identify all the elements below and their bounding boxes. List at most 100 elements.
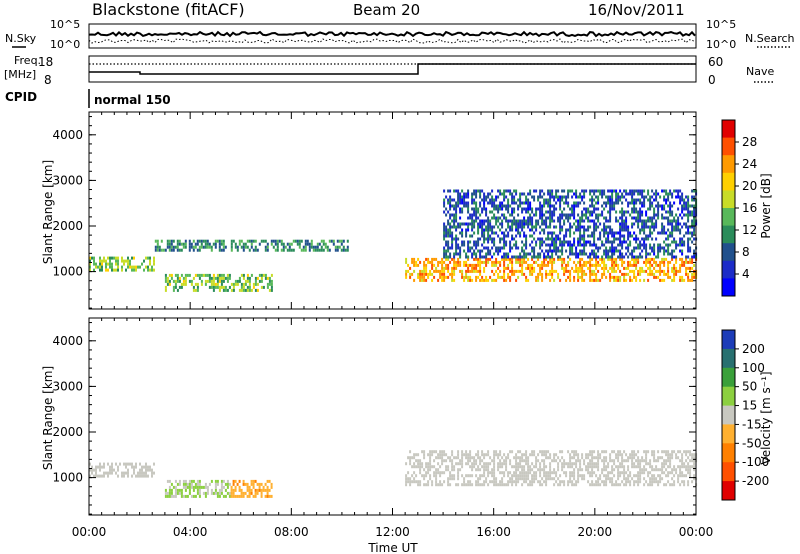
power-echo-cell bbox=[457, 243, 460, 247]
power-echo-cell bbox=[445, 195, 448, 199]
velocity-echo-cell bbox=[521, 456, 524, 460]
velocity-echo-cell bbox=[226, 485, 229, 489]
velocity-echo-cell bbox=[182, 494, 185, 498]
power-echo-cell bbox=[633, 216, 636, 220]
power-echo-cell bbox=[661, 246, 664, 250]
power-echo-cell bbox=[575, 201, 578, 205]
velocity-echo-cell bbox=[671, 456, 674, 460]
power-echo-cell bbox=[553, 278, 556, 282]
power-echo-cell bbox=[595, 260, 598, 264]
power-echo-cell bbox=[687, 246, 690, 250]
velocity-echo-cell bbox=[435, 474, 438, 478]
power-echo-cell bbox=[505, 278, 508, 282]
power-echo-cell bbox=[547, 255, 550, 259]
power-echo-cell bbox=[563, 260, 566, 264]
velocity-echo-cell bbox=[95, 468, 97, 472]
power-echo-cell bbox=[685, 260, 688, 264]
velocity-echo-cell bbox=[127, 471, 129, 475]
velocity-echo-cell bbox=[168, 479, 171, 483]
power-echo-cell bbox=[633, 189, 636, 193]
velocity-echo-cell bbox=[461, 483, 464, 487]
velocity-echo-cell bbox=[553, 477, 556, 481]
power-echo-cell bbox=[531, 240, 534, 244]
power-echo-cell bbox=[467, 201, 470, 205]
velocity-echo-cell bbox=[103, 465, 105, 469]
power-echo-cell bbox=[691, 198, 694, 202]
velocity-echo-cell bbox=[409, 483, 412, 487]
power-echo-cell bbox=[284, 245, 287, 249]
velocity-echo-cell bbox=[569, 453, 572, 457]
power-echo-cell bbox=[649, 272, 652, 276]
power-echo-cell bbox=[657, 204, 660, 208]
power-echo-cell bbox=[605, 252, 608, 256]
velocity-colorbar-label: Velocity [m s⁻¹] bbox=[759, 371, 773, 464]
velocity-echo-cell bbox=[619, 465, 622, 469]
power-echo-cell bbox=[643, 243, 646, 247]
power-echo-cell bbox=[415, 260, 418, 264]
velocity-echo-cell bbox=[475, 453, 478, 457]
power-echo-cell bbox=[551, 263, 554, 267]
velocity-echo-cell bbox=[587, 480, 590, 484]
power-echo-cell bbox=[477, 257, 480, 261]
velocity-echo-cell bbox=[633, 474, 636, 478]
power-echo-cell bbox=[635, 234, 638, 238]
power-echo-cell bbox=[609, 246, 612, 250]
velocity-echo-cell bbox=[515, 465, 518, 469]
power-echo-cell bbox=[483, 266, 486, 270]
power-echo-cell bbox=[433, 263, 436, 267]
power-echo-cell bbox=[637, 272, 640, 276]
power-echo-cell bbox=[503, 260, 506, 264]
power-echo-cell bbox=[515, 246, 518, 250]
velocity-echo-cell bbox=[214, 491, 217, 495]
power-echo-cell bbox=[553, 198, 556, 202]
power-echo-cell bbox=[651, 204, 654, 208]
velocity-echo-cell bbox=[465, 453, 468, 457]
power-echo-cell bbox=[609, 225, 612, 229]
velocity-echo-cell bbox=[206, 491, 209, 495]
power-echo-cell bbox=[168, 273, 171, 277]
power-echo-cell bbox=[459, 210, 462, 214]
velocity-echo-cell bbox=[457, 468, 460, 472]
power-echo-cell bbox=[585, 213, 588, 217]
power-echo-cell bbox=[633, 257, 636, 261]
power-echo-cell bbox=[545, 198, 548, 202]
power-echo-cell bbox=[493, 213, 496, 217]
power-echo-cell bbox=[184, 245, 187, 249]
power-echo-cell bbox=[673, 269, 676, 273]
velocity-echo-cell bbox=[224, 488, 227, 492]
power-echo-cell bbox=[589, 213, 592, 217]
power-echo-cell bbox=[553, 204, 556, 208]
power-echo-cell bbox=[563, 266, 566, 270]
power-echo-cell bbox=[539, 272, 542, 276]
power-echo-cell bbox=[497, 225, 500, 229]
power-echo-cell bbox=[463, 249, 466, 253]
velocity-echo-cell bbox=[607, 465, 610, 469]
power-echo-cell bbox=[441, 263, 444, 267]
velocity-echo-cell bbox=[164, 491, 167, 495]
velocity-echo-cell bbox=[607, 471, 610, 475]
power-echo-cell bbox=[503, 272, 506, 276]
velocity-echo-cell bbox=[121, 471, 123, 475]
velocity-echo-cell bbox=[667, 474, 670, 478]
power-echo-cell bbox=[338, 245, 341, 249]
power-echo-cell bbox=[308, 245, 311, 249]
power-echo-cell bbox=[461, 243, 464, 247]
power-echo-cell bbox=[519, 195, 522, 199]
power-echo-cell bbox=[541, 240, 544, 244]
velocity-echo-cell bbox=[549, 456, 552, 460]
power-echo-cell bbox=[168, 248, 171, 252]
velocity-echo-cell bbox=[429, 456, 432, 460]
power-echo-cell bbox=[549, 231, 552, 235]
power-echo-cell bbox=[459, 246, 462, 250]
velocity-echo-cell bbox=[571, 480, 574, 484]
power-echo-cell bbox=[312, 245, 315, 249]
power-echo-cell bbox=[443, 275, 446, 279]
velocity-echo-cell bbox=[533, 453, 536, 457]
velocity-echo-cell bbox=[473, 465, 476, 469]
power-echo-cell bbox=[419, 278, 422, 282]
velocity-echo-cell bbox=[617, 483, 620, 487]
velocity-echo-cell bbox=[639, 465, 642, 469]
power-echo-cell bbox=[645, 263, 648, 267]
velocity-echo-cell bbox=[637, 480, 640, 484]
power-echo-cell bbox=[228, 276, 231, 280]
